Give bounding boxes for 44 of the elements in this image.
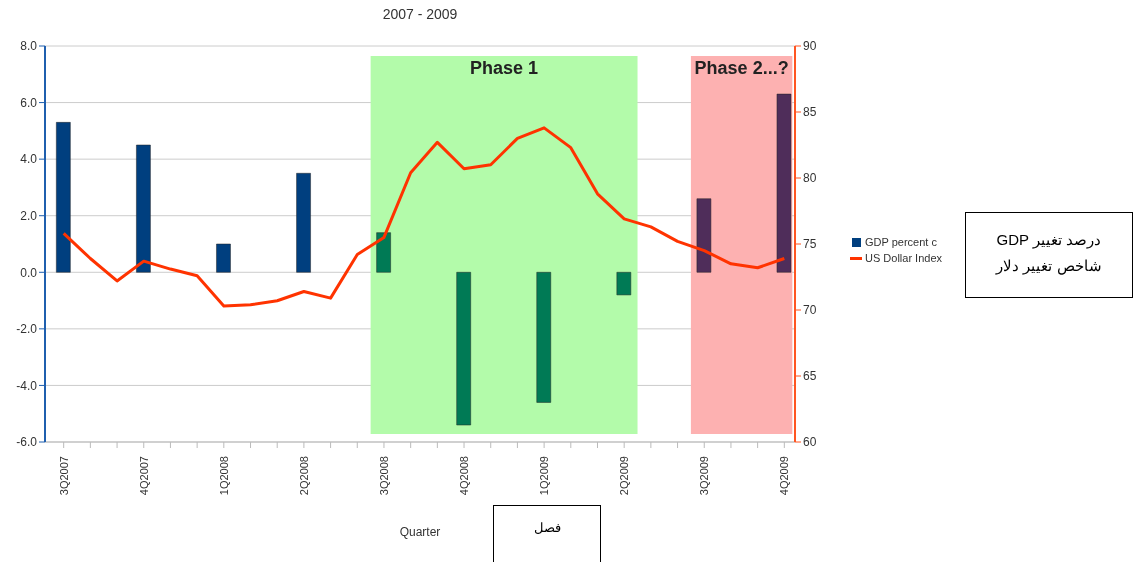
x-tick-label: 3Q2009 [698,456,711,496]
x-tick-label: 4Q2009 [778,456,791,496]
y2-tick-label: 90 [803,39,817,54]
y-tick-label: -6.0 [16,435,38,450]
x-tick-label: 4Q2007 [137,456,150,496]
bar [216,243,231,273]
y-tick-label: 6.0 [20,95,38,110]
x-tick-label: 4Q2008 [458,456,471,496]
x-tick-label: 1Q2008 [217,456,230,496]
y2-tick-label: 65 [803,369,817,384]
x-tick-label: 2Q2009 [618,456,631,496]
bar [136,144,151,273]
text-box: درصد تغییر GDP شاخص تغییر دلار [965,212,1133,298]
text-box: فصل [493,505,601,562]
bar [456,272,471,426]
y-tick-label: -2.0 [16,322,38,337]
bar [696,198,712,273]
bar [296,173,311,273]
bar [616,272,632,296]
bar [56,122,71,273]
legend-label: US Dollar Index [865,252,943,264]
band-label: Phase 1 [470,57,539,78]
x-tick-label: 2Q2008 [297,456,310,496]
x-tick-label: 3Q2007 [57,456,70,496]
band-label: Phase 2...? [694,57,789,78]
y-tick-label: 0.0 [20,265,38,280]
chart-title: 2007 - 2009 [381,6,459,22]
y-tick-label: 4.0 [20,152,38,167]
legend-label: GDP percent c [865,236,937,248]
bar [376,232,391,273]
y2-tick-label: 75 [803,237,817,252]
y-tick-label: -4.0 [16,378,38,393]
y2-tick-label: 85 [803,105,817,120]
line-series [62,126,786,308]
y-tick-label: 8.0 [20,39,38,54]
bar [776,93,792,273]
y2-tick-label: 60 [803,435,817,450]
y2-tick-label: 80 [803,171,817,186]
x-tick-label: 1Q2009 [538,456,551,496]
x-axis-title: Quarter [399,525,441,539]
x-tick-label: 3Q2008 [377,456,390,496]
y-tick-label: 2.0 [20,208,38,223]
bar [536,272,552,403]
y2-tick-label: 70 [803,303,817,318]
